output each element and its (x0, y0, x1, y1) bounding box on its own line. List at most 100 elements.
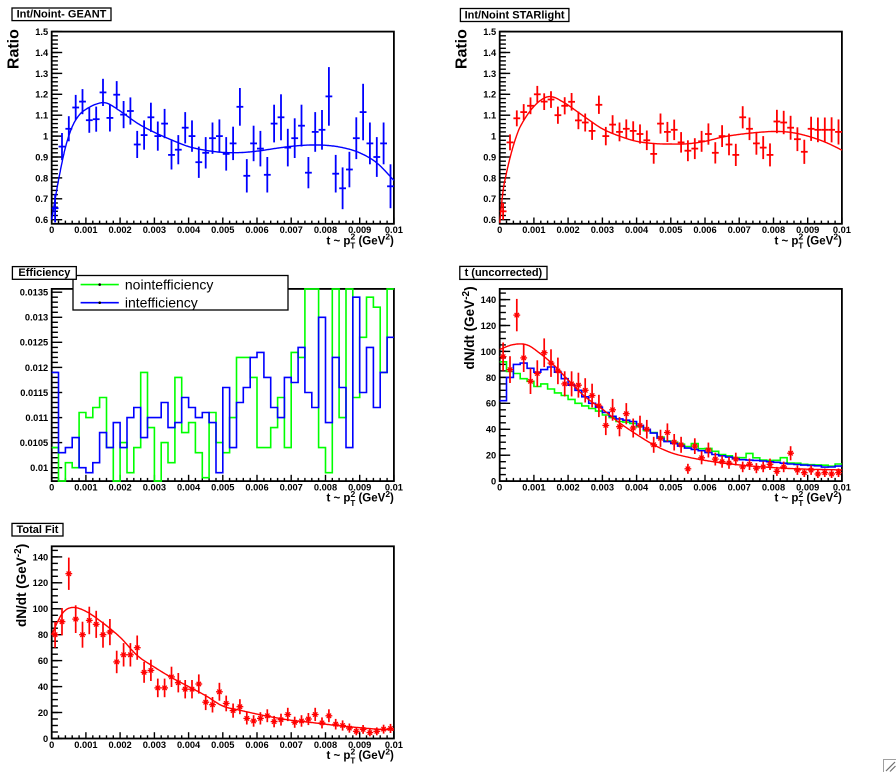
svg-text:0.007: 0.007 (728, 225, 751, 235)
svg-text:1.2: 1.2 (483, 90, 496, 100)
svg-text:0.002: 0.002 (108, 482, 131, 492)
svg-text:0.01: 0.01 (385, 482, 403, 492)
svg-text:1.1: 1.1 (35, 111, 48, 121)
svg-text:Ratio: Ratio (6, 29, 23, 69)
svg-text:0.009: 0.009 (796, 225, 819, 235)
svg-text:0.004: 0.004 (177, 482, 201, 492)
svg-text:0.008: 0.008 (762, 225, 785, 235)
svg-text:0.004: 0.004 (177, 740, 201, 750)
svg-text:0.009: 0.009 (348, 225, 371, 235)
svg-text:0.006: 0.006 (693, 482, 716, 492)
svg-text:0.005: 0.005 (211, 482, 234, 492)
svg-text:0.001: 0.001 (522, 225, 545, 235)
svg-text:0.002: 0.002 (108, 740, 131, 750)
svg-text:t ~ p2T (GeV2): t ~ p2 T (GeV2) (774, 232, 842, 251)
svg-text:60: 60 (38, 656, 48, 666)
svg-text:0.7: 0.7 (483, 194, 496, 204)
svg-text:0: 0 (43, 734, 48, 744)
svg-text:0.9: 0.9 (483, 152, 496, 162)
svg-text:intefficiency: intefficiency (125, 294, 198, 310)
svg-text:0.01: 0.01 (833, 482, 851, 492)
svg-text:0.013: 0.013 (25, 313, 48, 323)
svg-text:120: 120 (481, 321, 497, 331)
svg-text:0.001: 0.001 (74, 482, 97, 492)
svg-text:0.6: 0.6 (483, 215, 496, 225)
svg-text:0.003: 0.003 (143, 740, 166, 750)
svg-text:0.01: 0.01 (833, 225, 851, 235)
svg-text:Efficiency: Efficiency (18, 267, 71, 279)
svg-text:0.01: 0.01 (30, 463, 48, 473)
svg-text:100: 100 (33, 604, 49, 614)
svg-text:dN/dt (GeV-2): dN/dt (GeV-2) (13, 544, 29, 627)
svg-text:0.003: 0.003 (591, 225, 614, 235)
svg-text:t (uncorrected): t (uncorrected) (465, 267, 543, 279)
svg-text:0.003: 0.003 (591, 482, 614, 492)
svg-text:Total Fit: Total Fit (17, 524, 59, 536)
svg-text:40: 40 (486, 425, 496, 435)
svg-text:0.011: 0.011 (25, 413, 48, 423)
svg-text:t ~ p2T (GeV2): t ~ p2 T (GeV2) (326, 489, 394, 508)
svg-text:0.012: 0.012 (25, 363, 48, 373)
svg-text:1.3: 1.3 (483, 69, 496, 79)
svg-text:0.004: 0.004 (177, 225, 201, 235)
svg-text:Int/Noint- GEANT: Int/Noint- GEANT (17, 8, 107, 20)
svg-text:t ~ p2T (GeV2): t ~ p2 T (GeV2) (774, 489, 842, 508)
svg-text:0.001: 0.001 (74, 740, 97, 750)
svg-text:0: 0 (497, 225, 502, 235)
svg-text:40: 40 (38, 682, 48, 692)
svg-text:1.5: 1.5 (35, 27, 48, 37)
svg-text:0.006: 0.006 (245, 225, 268, 235)
svg-text:120: 120 (33, 578, 49, 588)
svg-text:0.003: 0.003 (143, 482, 166, 492)
svg-text:t ~ p2T (GeV2): t ~ p2 T (GeV2) (326, 232, 394, 251)
svg-text:0.005: 0.005 (211, 740, 234, 750)
svg-text:0: 0 (49, 482, 54, 492)
svg-text:80: 80 (38, 630, 48, 640)
svg-text:0.001: 0.001 (522, 482, 545, 492)
svg-text:80: 80 (486, 373, 496, 383)
svg-text:1.1: 1.1 (483, 111, 496, 121)
svg-text:0.008: 0.008 (314, 225, 337, 235)
svg-text:0: 0 (49, 225, 54, 235)
svg-text:0.004: 0.004 (625, 225, 649, 235)
svg-text:0.6: 0.6 (35, 215, 48, 225)
svg-text:0.009: 0.009 (796, 482, 819, 492)
svg-text:0.9: 0.9 (35, 152, 48, 162)
svg-text:0.007: 0.007 (280, 740, 303, 750)
svg-text:20: 20 (38, 708, 48, 718)
svg-text:0.01: 0.01 (385, 225, 403, 235)
svg-text:Int/Noint STARlight: Int/Noint STARlight (465, 9, 565, 21)
svg-text:0.8: 0.8 (483, 173, 496, 183)
svg-text:60: 60 (486, 399, 496, 409)
svg-text:0: 0 (491, 477, 496, 487)
svg-text:0.008: 0.008 (762, 482, 785, 492)
svg-text:1.3: 1.3 (35, 69, 48, 79)
svg-text:0.007: 0.007 (728, 482, 751, 492)
svg-text:nointefficiency: nointefficiency (125, 276, 213, 292)
svg-text:20: 20 (486, 451, 496, 461)
svg-text:0.006: 0.006 (245, 740, 268, 750)
svg-text:1.4: 1.4 (35, 48, 49, 58)
svg-text:0.01: 0.01 (385, 740, 403, 750)
svg-text:0.007: 0.007 (280, 482, 303, 492)
svg-text:100: 100 (481, 347, 497, 357)
svg-text:0.005: 0.005 (659, 225, 682, 235)
svg-text:0.007: 0.007 (280, 225, 303, 235)
svg-text:0.008: 0.008 (314, 482, 337, 492)
svg-text:0.002: 0.002 (556, 225, 579, 235)
svg-text:0.009: 0.009 (348, 740, 371, 750)
svg-text:0.008: 0.008 (314, 740, 337, 750)
svg-text:0.003: 0.003 (143, 225, 166, 235)
svg-text:0: 0 (497, 482, 502, 492)
svg-text:1.2: 1.2 (35, 90, 48, 100)
svg-text:140: 140 (33, 552, 49, 562)
svg-text:0.8: 0.8 (35, 173, 48, 183)
svg-text:0.005: 0.005 (659, 482, 682, 492)
svg-text:0.0105: 0.0105 (20, 438, 48, 448)
svg-text:140: 140 (481, 295, 497, 305)
svg-text:t ~ p2T (GeV2): t ~ p2 T (GeV2) (326, 746, 394, 765)
svg-text:0.009: 0.009 (348, 482, 371, 492)
svg-text:Ratio: Ratio (454, 29, 471, 69)
svg-text:dN/dt (GeV-2): dN/dt (GeV-2) (461, 286, 477, 369)
svg-text:0.004: 0.004 (625, 482, 649, 492)
